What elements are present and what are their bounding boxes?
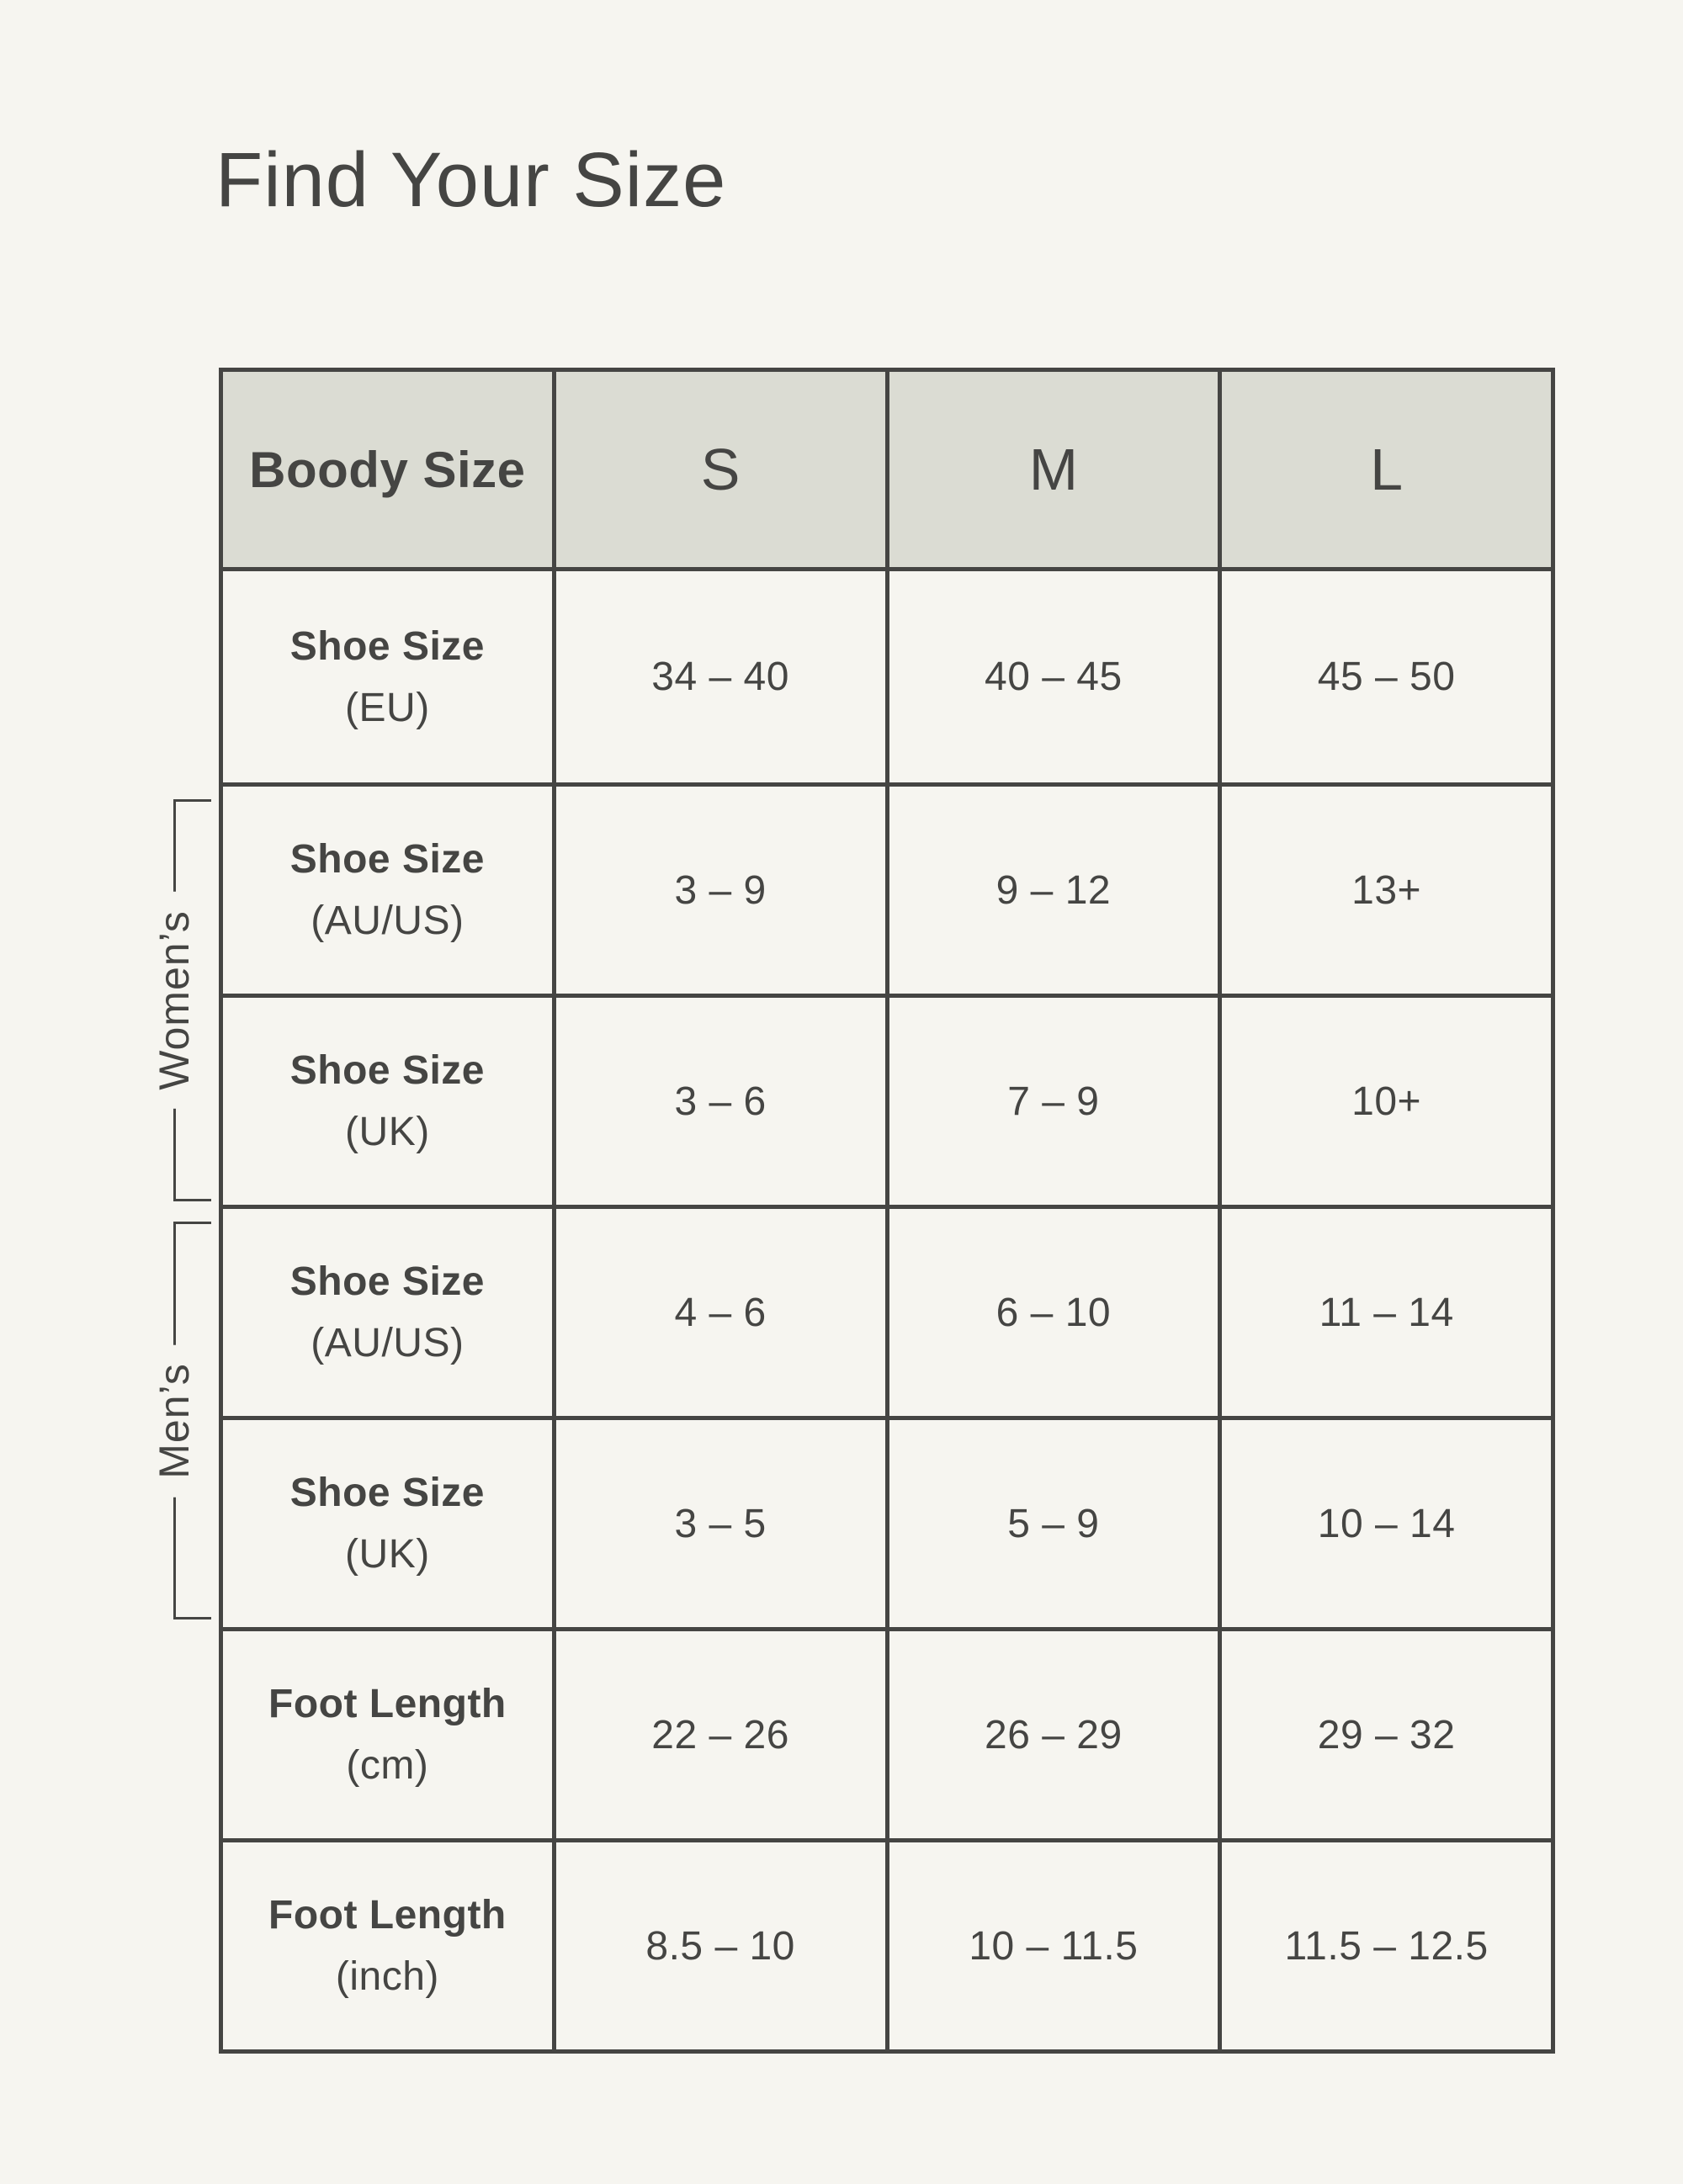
table-row-mens-shoe-size-uk: Shoe Size (UK) 3 – 5 5 – 9 10 – 14 [219,1416,1555,1631]
row-label-unit: (inch) [335,1954,439,1999]
cell-value: 3 – 5 [551,1416,889,1631]
cell-value: 13+ [1218,782,1555,998]
cell-value: 8.5 – 10 [551,1838,889,2054]
cell-value: 6 – 10 [884,1205,1223,1420]
cell-value: 7 – 9 [884,994,1223,1209]
womens-group-label: Women’s [146,892,202,1109]
cell-value: 10 – 11.5 [884,1838,1223,2054]
row-label-text: Foot Length [268,1682,507,1726]
womens-group-bracket: Women’s [146,799,211,1201]
table-row-foot-length-inch: Foot Length (inch) 8.5 – 10 10 – 11.5 11… [219,1838,1555,2054]
row-label-unit: (EU) [345,685,430,730]
row-label-text: Shoe Size [289,1471,485,1515]
cell-value: 45 – 50 [1218,567,1555,787]
cell-value: 3 – 9 [551,782,889,998]
row-label-womens-shoe-size-auus: Shoe Size (AU/US) [219,782,556,998]
table-row-shoe-size-eu: Shoe Size (EU) 34 – 40 40 – 45 45 – 50 [219,567,1555,787]
header-size-m: M [884,368,1223,571]
row-label-unit: (AU/US) [311,899,465,943]
row-label-mens-shoe-size-auus: Shoe Size (AU/US) [219,1205,556,1420]
row-label-unit: (AU/US) [311,1321,465,1365]
mens-group-bracket: Men’s [146,1222,211,1619]
cell-value: 4 – 6 [551,1205,889,1420]
row-label-shoe-size-eu: Shoe Size (EU) [219,567,556,787]
cell-value: 26 – 29 [884,1627,1223,1842]
cell-value: 9 – 12 [884,782,1223,998]
table-row-womens-shoe-size-auus: Shoe Size (AU/US) 3 – 9 9 – 12 13+ [219,782,1555,998]
row-label-womens-shoe-size-uk: Shoe Size (UK) [219,994,556,1209]
mens-group-label: Men’s [146,1344,202,1498]
table-header-row: Boody Size S M L [219,368,1555,571]
row-label-unit: (UK) [345,1532,430,1577]
table-row-womens-shoe-size-uk: Shoe Size (UK) 3 – 6 7 – 9 10+ [219,994,1555,1209]
row-label-mens-shoe-size-uk: Shoe Size (UK) [219,1416,556,1631]
cell-value: 34 – 40 [551,567,889,787]
row-label-foot-length-cm: Foot Length (cm) [219,1627,556,1842]
cell-value: 11.5 – 12.5 [1218,1838,1555,2054]
cell-value: 22 – 26 [551,1627,889,1842]
header-size-s: S [551,368,889,571]
header-size-l: L [1218,368,1555,571]
cell-value: 3 – 6 [551,994,889,1209]
cell-value: 29 – 32 [1218,1627,1555,1842]
table-row-foot-length-cm: Foot Length (cm) 22 – 26 26 – 29 29 – 32 [219,1627,1555,1842]
cell-value: 40 – 45 [884,567,1223,787]
cell-value: 10+ [1218,994,1555,1209]
cell-value: 10 – 14 [1218,1416,1555,1631]
header-boody-size: Boody Size [219,368,556,571]
row-label-unit: (UK) [345,1110,430,1154]
size-table: Boody Size S M L Shoe Size (EU) 34 – 40 … [219,368,1555,2054]
row-label-foot-length-inch: Foot Length (inch) [219,1838,556,2054]
row-label-text: Shoe Size [289,837,485,882]
row-label-text: Shoe Size [289,623,485,669]
row-label-text: Shoe Size [289,1259,485,1304]
cell-value: 5 – 9 [884,1416,1223,1631]
page-title: Find Your Size [215,137,727,223]
row-label-text: Foot Length [268,1893,507,1938]
table-row-mens-shoe-size-auus: Shoe Size (AU/US) 4 – 6 6 – 10 11 – 14 [219,1205,1555,1420]
row-label-unit: (cm) [346,1743,429,1788]
row-label-text: Shoe Size [289,1048,485,1093]
cell-value: 11 – 14 [1218,1205,1555,1420]
